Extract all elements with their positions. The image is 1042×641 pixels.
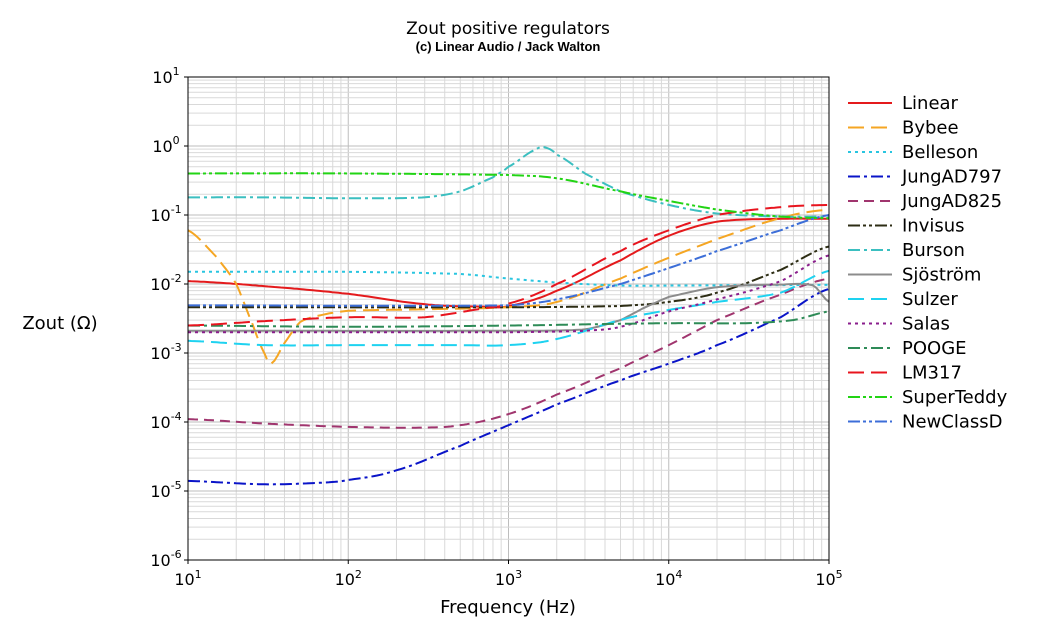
legend-label-jungad797: JungAD797	[901, 167, 1002, 188]
chart-subtitle: (c) Linear Audio / Jack Walton	[416, 39, 601, 54]
y-tick-label: 10-3	[150, 341, 181, 363]
x-axis-label: Frequency (Hz)	[440, 597, 576, 618]
y-tick-label: 101	[152, 65, 179, 87]
y-tick-label: 10-4	[150, 410, 181, 432]
legend: Linear Bybee Belleson JungAD797 JungAD825 Inv…	[848, 93, 1008, 433]
series-line-sulzer	[187, 269, 830, 347]
legend-label-lm317: LM317	[902, 363, 962, 384]
x-tick-label: 104	[655, 568, 682, 589]
legend-label-linear: Linear	[902, 93, 959, 114]
y-axis-ticks: 101 100 10-1 10-2 10-3 10-4 10-5 10-6	[150, 65, 188, 570]
y-axis-label: Zout (Ω)	[22, 313, 97, 334]
legend-label-sulzer: Sulzer	[902, 289, 958, 310]
y-tick-label: 10-2	[150, 272, 181, 294]
series-line-invisus	[188, 245, 830, 309]
series-line-newclassd	[188, 214, 830, 307]
y-tick-label: 10-6	[150, 548, 181, 570]
plot-frame	[187, 76, 830, 561]
y-tick-label: 100	[152, 134, 179, 156]
series-line-superteddy	[188, 172, 830, 220]
x-tick-label: 101	[174, 568, 201, 589]
x-axis-ticks: 101 102 103 104 105	[174, 560, 843, 589]
chart-title: Zout positive regulators	[406, 19, 610, 39]
legend-label-salas: Salas	[902, 314, 950, 335]
legend-label-superteddy: SuperTeddy	[902, 387, 1008, 408]
x-tick-label: 105	[815, 568, 842, 589]
series-line-salas	[188, 254, 830, 334]
legend-label-pooge: POOGE	[902, 338, 967, 359]
x-tick-label: 103	[495, 568, 522, 589]
y-tick-label: 10-5	[150, 479, 181, 501]
legend-label-sj-str-m: Sjöström	[902, 265, 981, 286]
legend-label-bybee: Bybee	[902, 118, 959, 139]
legend-label-belleson: Belleson	[902, 142, 978, 163]
y-tick-label: 10-1	[150, 203, 181, 225]
legend-label-invisus: Invisus	[902, 216, 965, 237]
series-line-belleson	[188, 270, 829, 287]
series-lines	[187, 145, 830, 486]
legend-label-newclassd: NewClassD	[902, 412, 1002, 433]
series-line-lm317	[187, 203, 830, 327]
series-line-jungad797	[187, 287, 830, 486]
series-line-sj-str-m	[188, 282, 830, 332]
series-line-pooge	[187, 310, 830, 328]
legend-label-burson: Burson	[902, 240, 965, 261]
series-line-jungad825	[187, 277, 830, 429]
x-tick-label: 102	[335, 568, 362, 589]
legend-label-jungad825: JungAD825	[901, 191, 1002, 212]
